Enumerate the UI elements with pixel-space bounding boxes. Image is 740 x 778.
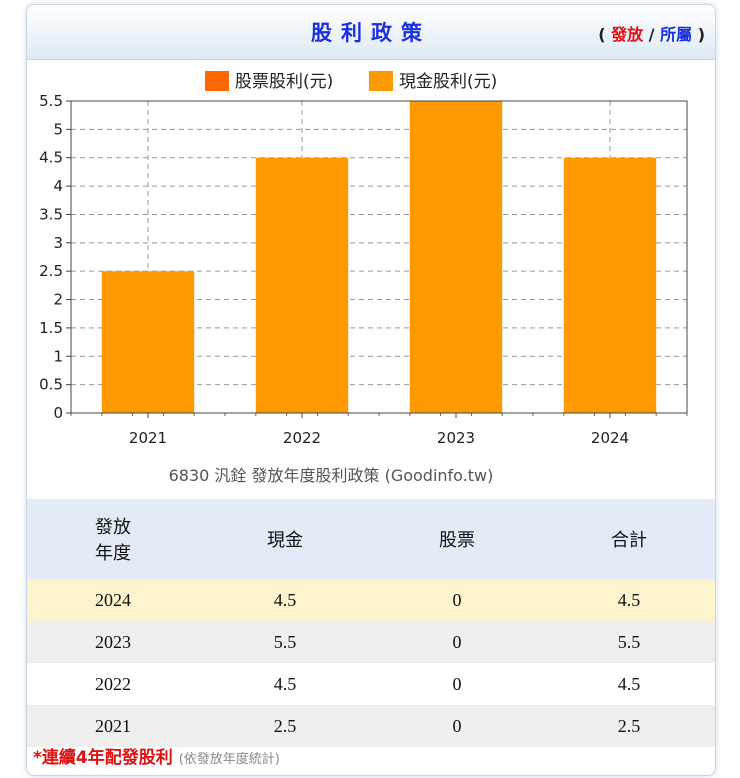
chart-axes [66,100,688,418]
cell-stock: 0 [371,705,543,747]
y-tick-label: 0.5 [39,376,63,394]
chart-caption: 6830 汎銓 發放年度股利政策 (Goodinfo.tw) [169,466,494,485]
header-issue-year: 發放 年度 [27,499,199,579]
legend-swatch [205,71,229,91]
streak-text: *連續4年配發股利 [33,748,173,768]
cell-cash: 5.5 [199,621,371,663]
dividend-streak-note: *連續4年配發股利 (依發放年度統計) [33,743,280,768]
header-stock: 股票 [371,499,543,579]
table-header-row: 發放年度 現金 股票 合計 [27,499,715,579]
y-tick-label: 4 [53,177,63,195]
header-issue-year-line1: 發放 [95,517,131,538]
y-tick-label: 0 [53,404,63,422]
table-row: 2021 2.5 0 2.5 [27,705,715,747]
dividend-bar-chart: 股票股利(元) 現金股利(元) 00.511.522.533.544.555.5 … [39,71,688,485]
toggle-belong-year[interactable]: 所屬 [660,25,693,44]
cell-stock: 0 [371,621,543,663]
chart-legend: 股票股利(元) 現金股利(元) [205,71,497,92]
cell-year: 2024 [27,579,199,621]
y-tick-label: 5 [53,120,63,138]
header-issue-year-line2: 年度 [95,543,131,564]
y-tick-label: 2 [53,291,63,309]
y-tick-label: 2.5 [39,262,63,280]
cell-year: 2023 [27,621,199,663]
legend-label: 股票股利(元) [235,72,333,92]
streak-basis-note: (依發放年度統計) [178,752,280,767]
plot-frame [70,100,688,414]
legend-swatch [369,71,393,91]
y-tick-label: 1 [53,347,63,365]
chart-bars [101,101,657,413]
cell-total: 5.5 [543,621,715,663]
bar-cash-dividend-2022 [255,157,349,413]
x-tick-label: 2021 [129,429,167,447]
table-row: 2022 4.5 0 4.5 [27,663,715,705]
header-total: 合計 [543,499,715,579]
year-mode-toggle: ( 發放 / 所屬 ) [598,21,705,45]
dividend-table: 發放年度 現金 股票 合計 2024 4.5 0 4.5 2023 5.5 0 … [27,499,715,747]
dividend-policy-panel: 股利政策 ( 發放 / 所屬 ) 股票股利(元) 現金股利(元) 0 0.5 1 1.5… [26,4,716,776]
cell-stock: 0 [371,663,543,705]
cell-cash: 4.5 [199,579,371,621]
panel-header: 股利政策 ( 發放 / 所屬 ) [27,5,715,60]
cell-stock: 0 [371,579,543,621]
cell-year: 2022 [27,663,199,705]
table-row: 2024 4.5 0 4.5 [27,579,715,621]
toggle-separator: / [648,25,655,44]
toggle-open-paren: ( [598,25,606,44]
cell-total: 4.5 [543,579,715,621]
bar-cash-dividend-2023 [409,101,503,413]
toggle-close-paren: ) [697,25,705,44]
cell-total: 2.5 [543,705,715,747]
toggle-issue-year[interactable]: 發放 [611,25,644,44]
y-tick-label: 1.5 [39,319,63,337]
y-tick-label: 4.5 [39,149,63,167]
y-tick-label: 5.5 [39,92,63,110]
x-tick-label: 2022 [283,429,321,447]
bar-cash-dividend-2024 [563,157,657,413]
bar-cash-dividend-2021 [101,271,195,413]
y-tick-label: 3 [53,234,63,252]
header-cash: 現金 [199,499,371,579]
x-tick-labels: 2021 2022 2023 2024 [129,429,629,447]
y-tick-labels: 0 0.5 1 1.5 2 2.5 3 3.5 4 4.5 5 5.5 [39,92,63,422]
panel-title: 股利政策 [311,21,431,45]
cell-total: 4.5 [543,663,715,705]
cell-cash: 4.5 [199,663,371,705]
cell-year: 2021 [27,705,199,747]
table-row: 2023 5.5 0 5.5 [27,621,715,663]
y-tick-label: 3.5 [39,205,63,223]
x-tick-label: 2023 [437,429,475,447]
legend-label: 現金股利(元) [399,72,497,92]
cell-cash: 2.5 [199,705,371,747]
x-tick-label: 2024 [591,429,629,447]
